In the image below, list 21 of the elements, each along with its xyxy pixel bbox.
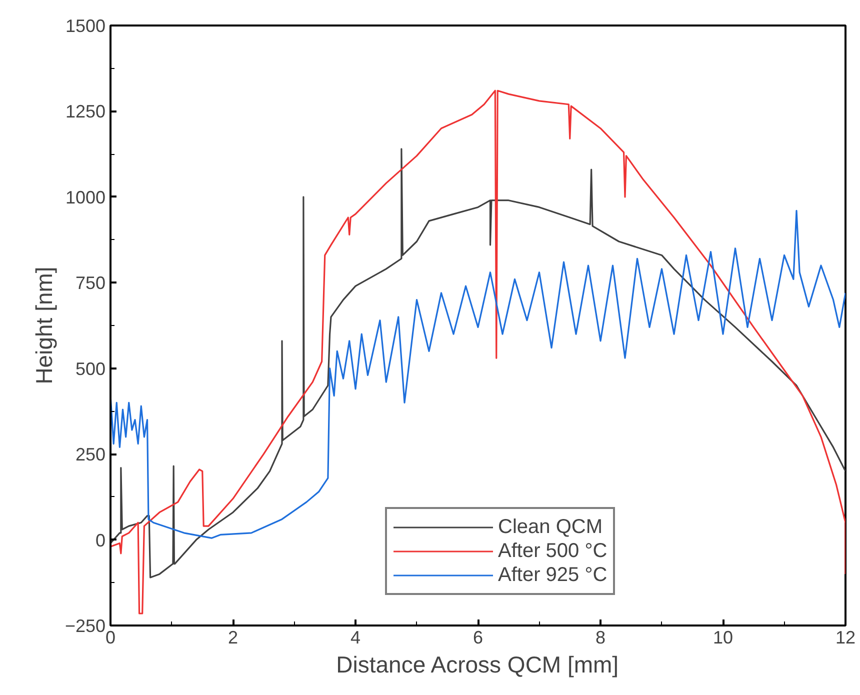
x-tick-label: 12 [835, 628, 856, 648]
line-series [110, 210, 846, 539]
y-tick-label: 0 [95, 530, 106, 550]
legend-label: After 500 °C [498, 539, 608, 563]
x-tick-label: 2 [228, 628, 238, 648]
x-tick-label: 10 [712, 628, 734, 648]
y-tick-label: 1000 [65, 187, 106, 208]
y-tick-label: 1500 [65, 16, 106, 36]
x-axis-title: Distance Across QCM [mm] [336, 652, 619, 678]
y-tick-label: 750 [75, 273, 106, 294]
x-tick-label: 6 [472, 628, 484, 648]
line-series [110, 90, 846, 614]
legend-label: Clean QCM [498, 515, 602, 539]
x-tick-label: 4 [350, 628, 361, 648]
y-axis-title: Height [nm] [30, 266, 57, 384]
x-tick-label: 8 [595, 628, 606, 648]
y-tick-label: 250 [75, 444, 106, 465]
y-tick-label: 500 [75, 358, 106, 379]
legend-label: After 925 °C [498, 563, 608, 587]
y-tick-label: −250 [64, 616, 106, 636]
y-tick-label: 1250 [65, 102, 106, 122]
